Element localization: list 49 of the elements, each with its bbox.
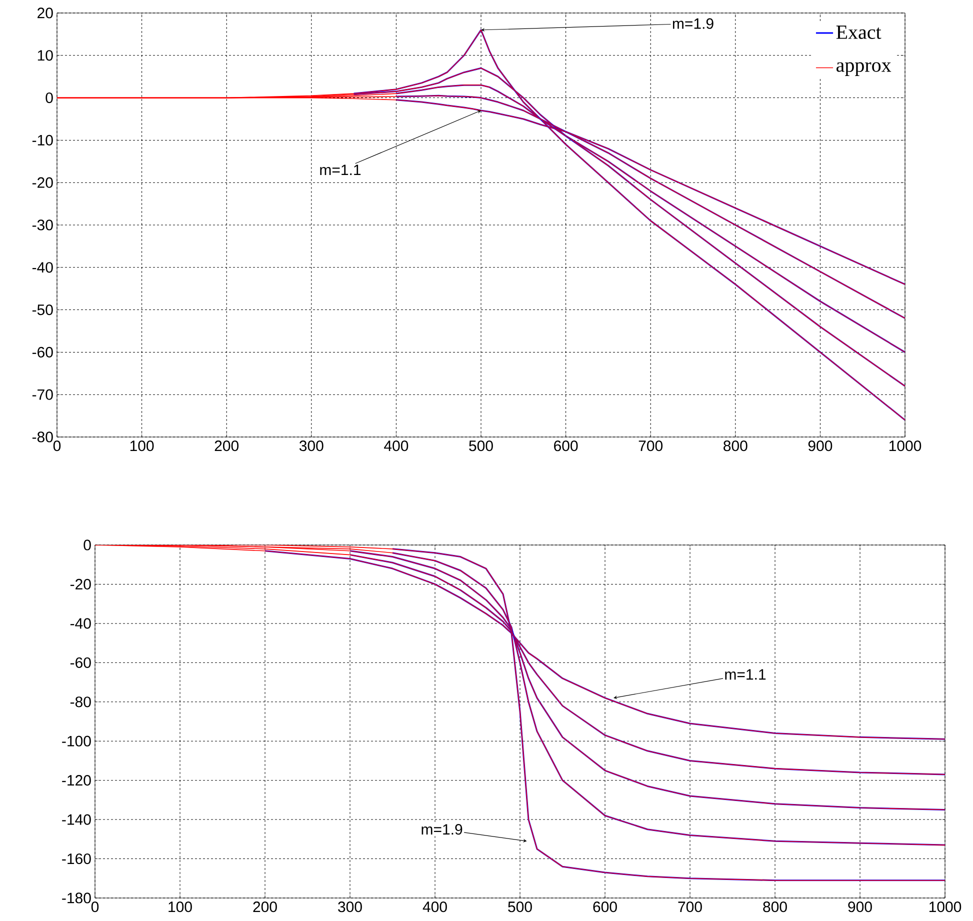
x-tick-label: 300 bbox=[338, 902, 362, 912]
y-tick-label: 0 bbox=[84, 540, 91, 550]
y-tick-label: 0 bbox=[46, 92, 53, 104]
x-tick-label: 500 bbox=[469, 440, 493, 452]
legend-label: approx bbox=[836, 62, 892, 76]
x-tick-label: 100 bbox=[168, 902, 192, 912]
y-tick-label: -180 bbox=[62, 892, 91, 904]
x-tick-label: 500 bbox=[508, 902, 532, 912]
y-tick-label: -20 bbox=[32, 177, 53, 188]
y-tick-label: -10 bbox=[32, 134, 53, 146]
y-tick-label: -80 bbox=[32, 432, 53, 442]
y-tick-label: -80 bbox=[70, 696, 91, 708]
y-tick-label: -160 bbox=[62, 853, 91, 864]
x-tick-label: 0 bbox=[53, 440, 61, 452]
legend-label: Exact bbox=[836, 26, 882, 39]
y-tick-label: -20 bbox=[70, 578, 91, 590]
annotation: m=1.1 bbox=[320, 164, 361, 176]
y-tick-label: -140 bbox=[62, 814, 91, 825]
y-tick-label: -30 bbox=[32, 220, 53, 230]
x-tick-label: 400 bbox=[384, 440, 408, 452]
x-tick-label: 600 bbox=[593, 902, 617, 912]
x-tick-label: 0 bbox=[91, 902, 99, 912]
y-tick-label: -40 bbox=[70, 618, 91, 629]
y-tick-label: -120 bbox=[62, 775, 91, 786]
annotation: m=1.9 bbox=[422, 824, 462, 835]
x-tick-label: 100 bbox=[130, 440, 154, 452]
y-tick-label: -60 bbox=[32, 346, 53, 358]
y-tick-label: -40 bbox=[32, 262, 53, 273]
x-tick-label: 700 bbox=[678, 902, 702, 912]
x-tick-label: 900 bbox=[848, 902, 872, 912]
y-tick-label: -70 bbox=[32, 389, 53, 400]
y-tick-label: -60 bbox=[70, 657, 91, 668]
x-tick-label: 200 bbox=[253, 902, 277, 912]
x-tick-label: 300 bbox=[299, 440, 324, 452]
y-tick-label: -100 bbox=[62, 736, 91, 746]
x-tick-label: 900 bbox=[808, 440, 832, 452]
x-tick-label: 200 bbox=[214, 440, 239, 452]
x-tick-label: 600 bbox=[554, 440, 578, 452]
x-tick-label: 800 bbox=[763, 902, 787, 912]
x-tick-label: 700 bbox=[638, 440, 663, 452]
annotation: m=1.1 bbox=[725, 669, 766, 680]
y-tick-label: 10 bbox=[38, 50, 53, 61]
x-tick-label: 1000 bbox=[929, 902, 962, 912]
x-tick-label: 800 bbox=[724, 440, 748, 452]
x-tick-label: 1000 bbox=[889, 440, 922, 452]
x-tick-label: 400 bbox=[422, 902, 447, 912]
annotation: m=1.9 bbox=[672, 18, 714, 29]
y-tick-label: -50 bbox=[32, 304, 53, 316]
y-tick-label: 20 bbox=[38, 8, 53, 18]
